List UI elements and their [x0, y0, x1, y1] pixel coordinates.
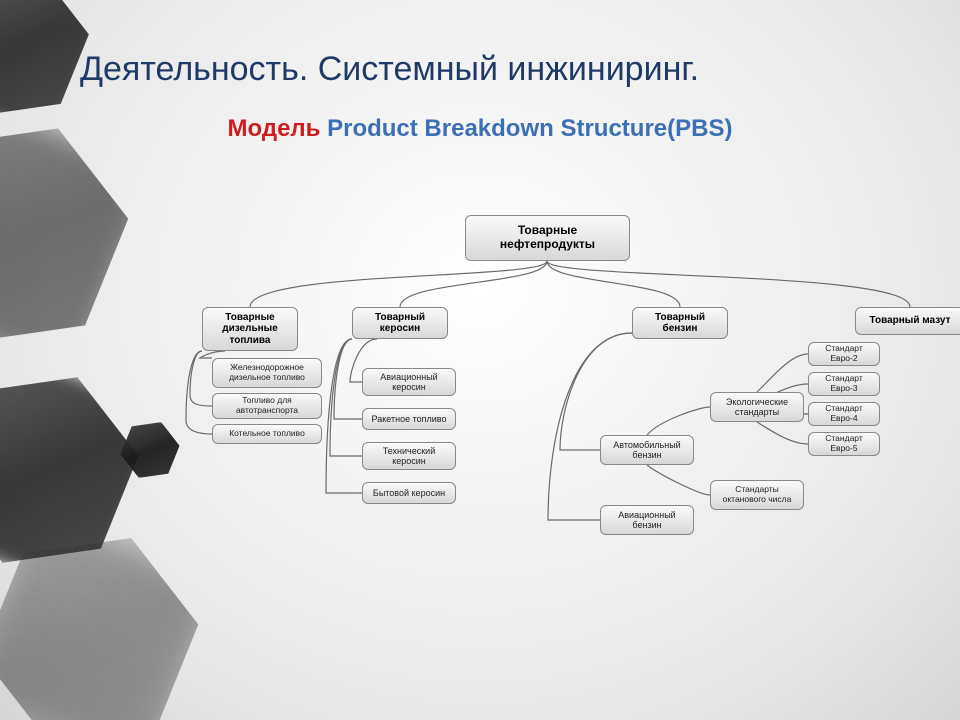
tree-node-s4: Стандарт Евро-5: [808, 432, 880, 456]
connector-edge: [647, 465, 710, 495]
slide: Деятельность. Системный инжиниринг. Моде…: [0, 0, 960, 720]
tree-node-root: Товарные нефтепродукты: [465, 215, 630, 261]
tree-node-s3: Стандарт Евро-4: [808, 402, 880, 426]
connector-edge: [757, 354, 808, 392]
tree-node-b3c1a: Экологические стандарты: [710, 392, 804, 422]
tree-node-b2c1: Авиационный керосин: [362, 368, 456, 396]
connector-edge: [186, 351, 212, 434]
tree-node-b1: Товарные дизельные топлива: [202, 307, 298, 351]
connector-edge: [757, 422, 808, 444]
connector-edge: [647, 407, 710, 435]
connector-edge: [326, 339, 362, 493]
tree-node-s2: Стандарт Евро-3: [808, 372, 880, 396]
connector-edge: [330, 339, 362, 456]
tree-node-b2c3: Технический керосин: [362, 442, 456, 470]
slide-subtitle: Модель Product Breakdown Structure(PBS): [0, 115, 960, 143]
connector-edge: [548, 333, 632, 520]
tree-node-b3c2: Авиационный бензин: [600, 505, 694, 535]
tree-node-b3c1b: Стандарты октанового числа: [710, 480, 804, 510]
connector-edge: [547, 261, 910, 307]
connector-edge: [400, 261, 547, 307]
tree-node-s1: Стандарт Евро-2: [808, 342, 880, 366]
tree-node-b3c1: Автомобильный бензин: [600, 435, 694, 465]
tree-node-b1c2: Топливо для автотранспорта: [212, 393, 322, 419]
tree-node-b4: Товарный мазут: [855, 307, 960, 335]
connector-edge: [334, 339, 362, 419]
connector-edge: [200, 351, 225, 358]
connector-edge: [190, 351, 212, 406]
tree-node-b1c1: Железнодорожное дизельное топливо: [212, 358, 322, 388]
subtitle-red: Модель: [228, 115, 321, 142]
connector-edge: [250, 261, 547, 307]
tree-node-b3: Товарный бензин: [632, 307, 728, 339]
subtitle-blue: Product Breakdown Structure(PBS): [320, 115, 732, 142]
connector-edge: [547, 261, 680, 307]
tree-node-b2c2: Ракетное топливо: [362, 408, 456, 430]
connector-edge: [560, 333, 632, 450]
tree-node-b2: Товарный керосин: [352, 307, 448, 339]
tree-node-b2c4: Бытовой керосин: [362, 482, 456, 504]
slide-title: Деятельность. Системный инжиниринг.: [80, 50, 920, 89]
tree-node-b1c3: Котельное топливо: [212, 424, 322, 444]
